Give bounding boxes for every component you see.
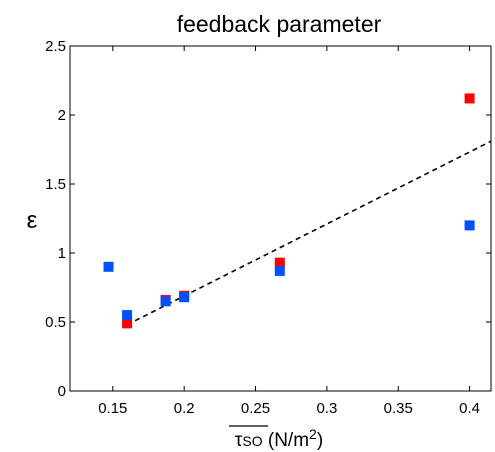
y-tick-label: 2 bbox=[58, 107, 66, 124]
x-tick-label: 0.4 bbox=[459, 400, 480, 417]
x-label-symbol: τ bbox=[235, 430, 243, 451]
y-axis-ticks: 0 0.5 1 1.5 2 2.5 bbox=[45, 38, 491, 400]
y-tick-label: 0 bbox=[58, 383, 66, 400]
x-axis-ticks: 0.15 0.2 0.25 0.3 0.35 0.4 bbox=[98, 46, 480, 417]
red-data-point bbox=[274, 257, 285, 268]
red-data-point bbox=[464, 93, 475, 104]
y-axis-label: ε bbox=[27, 207, 38, 234]
blue-data-point bbox=[103, 261, 114, 272]
blue-data-point bbox=[160, 296, 171, 307]
x-label-unit: (N/m bbox=[263, 430, 309, 451]
x-label-subscript: SO bbox=[242, 433, 262, 449]
x-label-unit-close: ) bbox=[317, 430, 323, 451]
y-tick-label: 0.5 bbox=[45, 314, 66, 331]
x-tick-label: 0.3 bbox=[316, 400, 337, 417]
svg-text:τSO (N/m2): τSO (N/m2) bbox=[235, 426, 323, 451]
blue-data-point bbox=[274, 265, 285, 276]
y-tick-label: 2.5 bbox=[45, 38, 66, 55]
blue-data-point bbox=[464, 220, 475, 231]
y-tick-label: 1 bbox=[58, 245, 66, 262]
x-tick-label: 0.15 bbox=[98, 400, 127, 417]
chart-title: feedback parameter bbox=[177, 11, 382, 37]
data-points bbox=[103, 93, 475, 329]
y-tick-label: 1.5 bbox=[45, 176, 66, 193]
plot-area-frame bbox=[69, 45, 492, 392]
x-axis-label: τSO (N/m2) bbox=[229, 425, 323, 451]
x-label-unit-superscript: 2 bbox=[309, 426, 317, 442]
x-tick-label: 0.25 bbox=[241, 400, 270, 417]
blue-data-point bbox=[122, 310, 133, 321]
x-tick-label: 0.35 bbox=[384, 400, 413, 417]
red-data-point bbox=[122, 318, 133, 329]
blue-data-point bbox=[179, 292, 190, 303]
x-tick-label: 0.2 bbox=[174, 400, 195, 417]
